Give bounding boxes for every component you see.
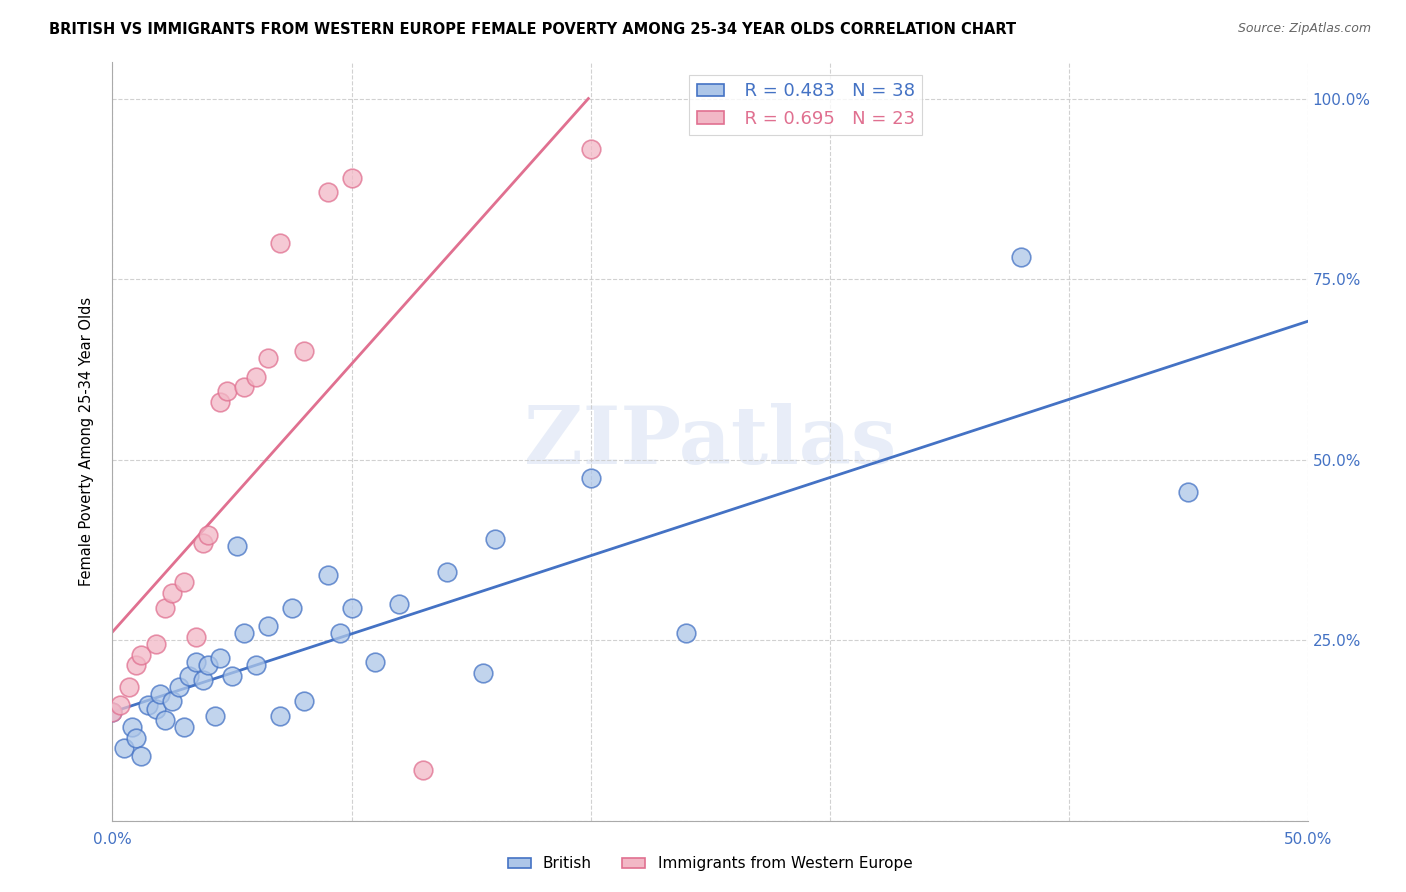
Point: [193, 535, 215, 549]
Point: [204, 709, 226, 723]
Point: [281, 600, 304, 615]
Text: Source: ZipAtlas.com: Source: ZipAtlas.com: [1237, 22, 1371, 36]
Point: [579, 142, 602, 156]
Point: [186, 630, 208, 644]
Point: [364, 655, 387, 669]
Point: [114, 741, 135, 756]
Point: [269, 709, 291, 723]
Point: [269, 235, 291, 250]
Point: [108, 698, 131, 712]
Point: [245, 369, 267, 384]
Point: [292, 694, 315, 708]
Point: [209, 394, 232, 409]
Point: [225, 539, 247, 553]
Point: [149, 687, 172, 701]
Point: [292, 344, 315, 359]
Point: [257, 351, 280, 366]
Point: [316, 568, 339, 582]
Point: [221, 669, 243, 683]
Point: [138, 698, 160, 712]
Point: [484, 532, 506, 546]
Point: [145, 637, 167, 651]
Point: [153, 600, 176, 615]
Point: [125, 731, 148, 745]
Point: [173, 720, 195, 734]
Point: [1177, 485, 1199, 500]
Point: [257, 618, 280, 632]
Point: [209, 651, 232, 665]
Point: [129, 748, 152, 763]
Point: [472, 665, 495, 680]
Point: [1010, 251, 1032, 265]
Point: [197, 658, 219, 673]
Point: [177, 669, 200, 683]
Point: [193, 673, 215, 687]
Point: [129, 648, 152, 662]
Point: [316, 186, 339, 200]
Point: [217, 384, 239, 398]
Point: [125, 658, 148, 673]
Point: [153, 713, 176, 727]
Point: [118, 680, 141, 694]
Point: [145, 702, 167, 716]
Point: [675, 626, 697, 640]
Point: [436, 565, 458, 579]
Text: BRITISH VS IMMIGRANTS FROM WESTERN EUROPE FEMALE POVERTY AMONG 25-34 YEAR OLDS C: BRITISH VS IMMIGRANTS FROM WESTERN EUROP…: [49, 22, 1017, 37]
Point: [197, 528, 219, 542]
Point: [340, 600, 363, 615]
Point: [173, 575, 195, 590]
Point: [186, 655, 208, 669]
Point: [340, 171, 363, 186]
Y-axis label: Female Poverty Among 25-34 Year Olds: Female Poverty Among 25-34 Year Olds: [79, 297, 94, 586]
Point: [579, 470, 602, 484]
Point: [245, 658, 267, 673]
Point: [412, 763, 434, 777]
Point: [233, 626, 256, 640]
Point: [162, 586, 183, 600]
Point: [388, 597, 411, 611]
Point: [233, 380, 256, 394]
Point: [169, 680, 191, 694]
Legend: British, Immigrants from Western Europe: British, Immigrants from Western Europe: [502, 850, 918, 878]
Text: ZIPatlas: ZIPatlas: [524, 402, 896, 481]
Point: [101, 706, 124, 720]
Point: [121, 720, 143, 734]
Point: [329, 626, 352, 640]
Point: [162, 694, 183, 708]
Point: [101, 706, 124, 720]
